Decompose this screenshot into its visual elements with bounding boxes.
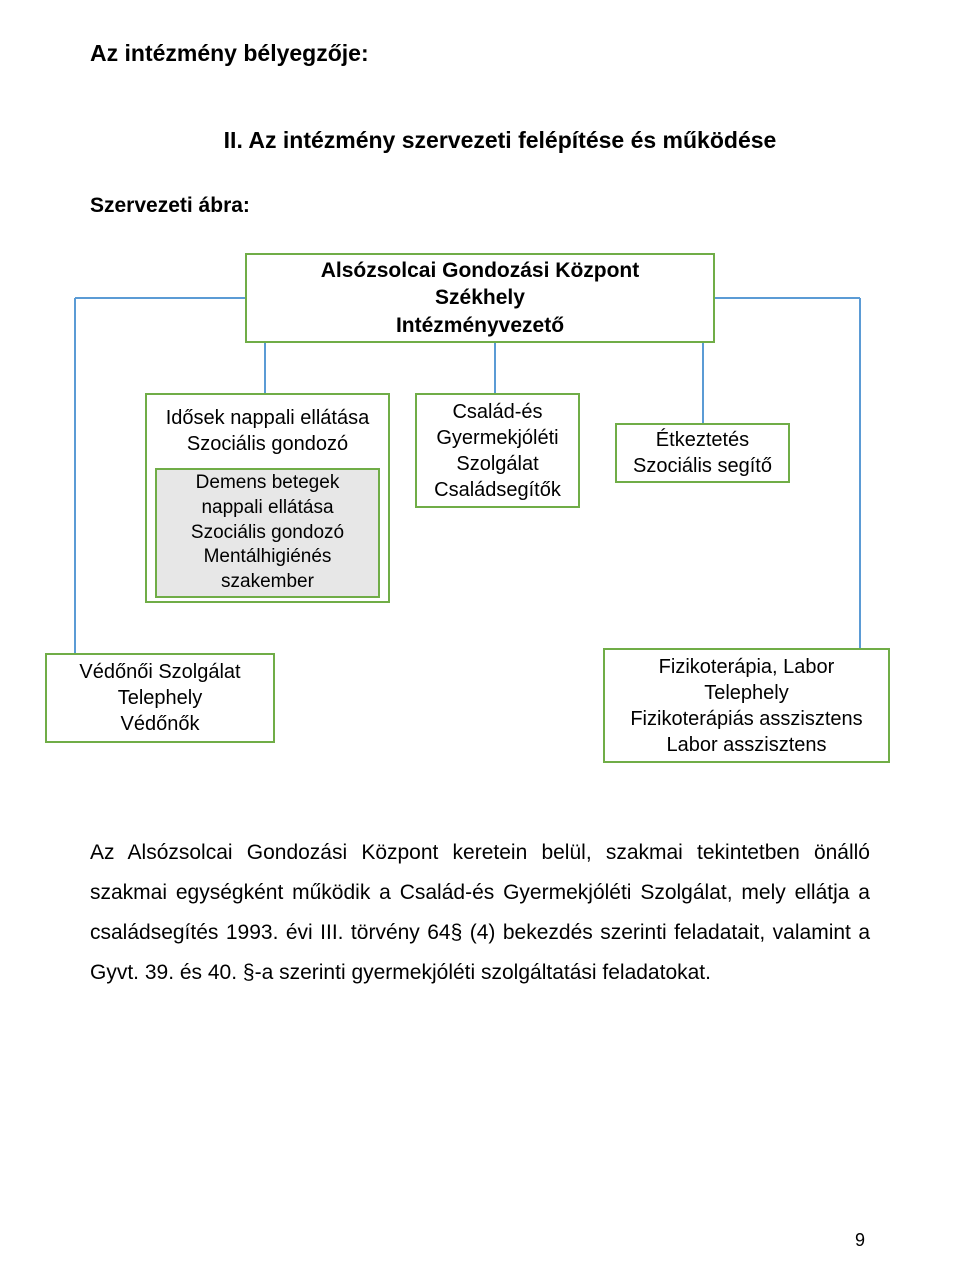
- page-number: 9: [855, 1230, 865, 1251]
- org-node-root: Alsózsolcai Gondozási KözpontSzékhelyInt…: [245, 253, 715, 343]
- org-node-label: Intézményvezető: [396, 312, 564, 339]
- section-heading: II. Az intézmény szervezeti felépítése é…: [90, 127, 870, 154]
- org-node-label: Szolgálat: [456, 451, 538, 477]
- org-node-label: nappali ellátása: [201, 496, 333, 521]
- stamp-title: Az intézmény bélyegzője:: [90, 40, 870, 67]
- org-node-label: Szociális segítő: [633, 453, 772, 479]
- org-node-label: Családsegítők: [434, 477, 561, 503]
- connector-line: [859, 298, 861, 648]
- org-node-fizio: Fizikoterápia, LaborTelephelyFizikoteráp…: [603, 648, 890, 763]
- connector-line: [715, 297, 860, 299]
- org-chart-subheading: Szervezeti ábra:: [90, 194, 870, 218]
- org-node-label: Étkeztetés: [656, 427, 749, 453]
- org-node-etkeztetes: ÉtkeztetésSzociális segítő: [615, 423, 790, 483]
- org-chart: Alsózsolcai Gondozási KözpontSzékhelyInt…: [90, 253, 870, 793]
- org-node-label: Fizikoterápiás asszisztens: [630, 706, 862, 732]
- org-node-label: szakember: [221, 570, 314, 595]
- connector-line: [494, 343, 496, 393]
- org-node-label: Védőnők: [121, 711, 200, 737]
- org-node-label: Fizikoterápia, Labor: [659, 654, 835, 680]
- connector-line: [75, 297, 246, 299]
- org-node-label: Mentálhigiénés: [204, 545, 332, 570]
- org-node-csalad: Család-ésGyermekjólétiSzolgálatCsaládseg…: [415, 393, 580, 508]
- org-node-label: Idősek nappali ellátása: [166, 405, 369, 431]
- org-node-label: Szociális gondozó: [187, 431, 348, 457]
- org-node-label: Labor asszisztens: [666, 732, 826, 758]
- org-node-label: Szociális gondozó: [191, 521, 344, 546]
- org-node-label: Telephely: [704, 680, 789, 706]
- org-node-label: Demens betegek: [196, 471, 340, 496]
- org-node-label: Gyermekjóléti: [436, 425, 558, 451]
- org-node-vedono: Védőnői SzolgálatTelephelyVédőnők: [45, 653, 275, 743]
- org-node-label: Alsózsolcai Gondozási Központ: [321, 257, 640, 284]
- connector-line: [702, 343, 704, 423]
- org-node-label: Család-és: [452, 399, 542, 425]
- org-node-label: Székhely: [435, 284, 525, 311]
- connector-line: [264, 343, 266, 393]
- org-node-label: Védőnői Szolgálat: [79, 659, 240, 685]
- org-node-demens_inner: Demens betegeknappali ellátásaSzociális …: [155, 468, 380, 598]
- connector-line: [74, 298, 76, 653]
- org-node-label: Telephely: [118, 685, 203, 711]
- body-paragraph: Az Alsózsolcai Gondozási Központ keretei…: [90, 833, 870, 993]
